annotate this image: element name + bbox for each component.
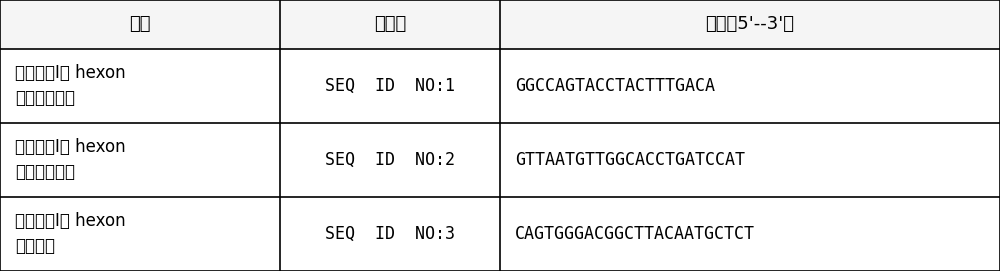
Bar xyxy=(0,0,1000,49)
Text: 犬腺病毒Ⅰ型 hexon
基因探针: 犬腺病毒Ⅰ型 hexon 基因探针 xyxy=(15,212,126,256)
Text: SEQ  ID  NO:1: SEQ ID NO:1 xyxy=(325,77,455,95)
Text: GTTAATGTTGGCACCTGATCCAT: GTTAATGTTGGCACCTGATCCAT xyxy=(515,151,745,169)
Text: 序列号: 序列号 xyxy=(374,15,406,33)
Text: GGCCAGTACCTACTTTGACA: GGCCAGTACCTACTTTGACA xyxy=(515,77,715,95)
Text: 名称: 名称 xyxy=(129,15,151,33)
Text: 序列（5'--3'）: 序列（5'--3'） xyxy=(706,15,794,33)
Text: 犬腺病毒Ⅰ型 hexon
基因上游引物: 犬腺病毒Ⅰ型 hexon 基因上游引物 xyxy=(15,64,126,107)
Text: 犬腺病毒Ⅰ型 hexon
基因下游引物: 犬腺病毒Ⅰ型 hexon 基因下游引物 xyxy=(15,138,126,181)
Text: SEQ  ID  NO:2: SEQ ID NO:2 xyxy=(325,151,455,169)
Text: CAGTGGGACGGCTTACAATGCTCT: CAGTGGGACGGCTTACAATGCTCT xyxy=(515,225,755,243)
Text: SEQ  ID  NO:3: SEQ ID NO:3 xyxy=(325,225,455,243)
